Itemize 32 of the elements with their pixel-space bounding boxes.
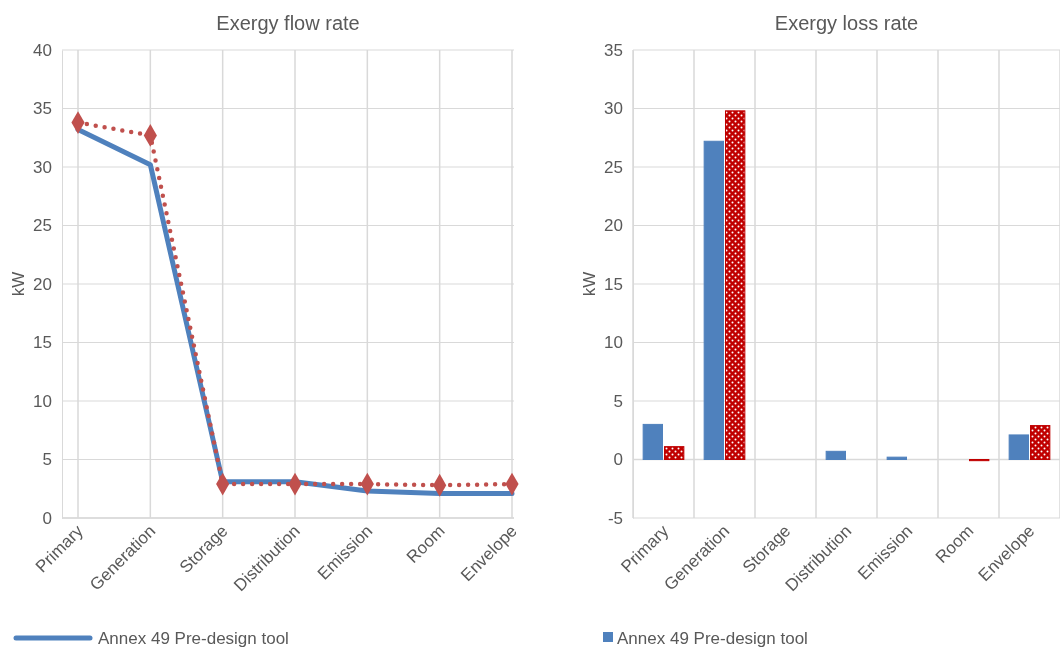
y-tick-label: 15 xyxy=(604,274,623,294)
bar xyxy=(825,450,846,460)
bar xyxy=(1030,425,1051,460)
legend-label: Annex 49 Pre-design tool xyxy=(98,629,289,648)
bar xyxy=(642,423,663,460)
y-axis-title: kW xyxy=(580,271,599,297)
y-tick-label: 15 xyxy=(33,333,52,353)
y-tick-label: 30 xyxy=(604,99,623,119)
bar xyxy=(703,140,724,460)
y-tick-label: 25 xyxy=(604,157,623,177)
y-tick-label: 30 xyxy=(33,157,52,177)
y-tick-label: 5 xyxy=(613,391,623,411)
bar xyxy=(725,110,746,460)
bar xyxy=(886,456,907,460)
chart-title: Exergy loss rate xyxy=(774,12,919,34)
bar xyxy=(1008,434,1029,460)
y-tick-label: 0 xyxy=(42,508,52,528)
y-axis-title: kW xyxy=(9,271,28,297)
y-tick-label: 35 xyxy=(33,99,52,119)
y-tick-label: 10 xyxy=(33,391,52,411)
y-tick-label: 20 xyxy=(604,216,623,236)
y-tick-label: 20 xyxy=(33,274,52,294)
chart-title: Exergy flow rate xyxy=(216,12,360,34)
y-tick-label: 25 xyxy=(33,216,52,236)
legend-label: Annex 49 Pre-design tool xyxy=(617,629,808,648)
y-tick-label: 35 xyxy=(604,40,623,60)
y-tick-label: 0 xyxy=(613,450,623,470)
bar xyxy=(664,446,685,460)
y-tick-label: 10 xyxy=(604,333,623,353)
y-tick-label: 5 xyxy=(42,450,52,470)
y-tick-label: 40 xyxy=(33,40,52,60)
y-tick-label: -5 xyxy=(607,508,623,528)
